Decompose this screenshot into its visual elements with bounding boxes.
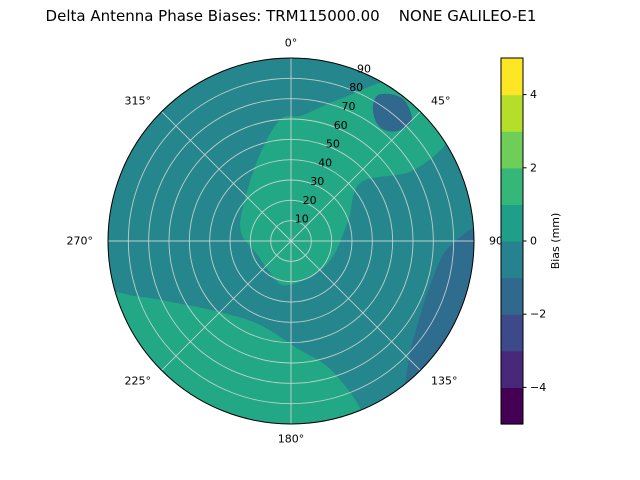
- r-tick-label: 80: [349, 81, 363, 94]
- contour-fills: [108, 58, 474, 424]
- theta-tick-label: 225°: [125, 375, 152, 388]
- polar-grid: [107, 57, 475, 425]
- theta-tick-label: 45°: [431, 95, 451, 108]
- theta-gridline: [290, 240, 421, 371]
- colorbar-tick-label: 0: [530, 235, 537, 248]
- colorbar-band: [501, 387, 523, 425]
- theta-tick-label: 270°: [67, 235, 94, 248]
- colorbar-axis-label: Bias (mm): [549, 213, 562, 270]
- colorbar-tick-label: −2: [530, 308, 546, 321]
- colorbar-band: [501, 58, 523, 96]
- colorbar-band: [501, 314, 523, 352]
- colorbar-tick-label: 4: [530, 88, 537, 101]
- r-tick-label: 60: [334, 119, 348, 132]
- r-tick-label: 20: [303, 194, 317, 207]
- colorbar-band: [501, 350, 523, 388]
- r-tick-label: 70: [342, 100, 356, 113]
- theta-gridline: [290, 111, 421, 242]
- theta-tick-label: 315°: [125, 95, 152, 108]
- r-tick-label: 50: [326, 138, 340, 151]
- r-tick-label: 90: [357, 62, 371, 75]
- axis-labels: 0°45°90°135°180°225°270°315°102030405060…: [67, 37, 509, 446]
- theta-gridline: [161, 111, 292, 242]
- polar-spine: [107, 57, 475, 425]
- colorbar-band: [501, 204, 523, 242]
- colorbar-band: [501, 167, 523, 205]
- r-tick-label: 10: [295, 213, 309, 226]
- theta-tick-label: 180°: [278, 433, 305, 446]
- colorbar-band: [501, 94, 523, 132]
- r-tick-label: 40: [318, 156, 332, 169]
- contour-region-bottom-lower-left-lobe: [108, 291, 365, 424]
- theta-gridline: [161, 240, 292, 371]
- colorbar-tick-label: 2: [530, 161, 537, 174]
- r-tick-label: 30: [310, 175, 324, 188]
- chart-title: Delta Antenna Phase Biases: TRM115000.00…: [45, 7, 537, 25]
- theta-tick-label: 135°: [431, 375, 458, 388]
- theta-tick-label: 0°: [285, 37, 298, 50]
- contour-region-center-upper-right-lobe: [240, 80, 452, 286]
- colorbar-tick-label: −4: [530, 381, 546, 394]
- colorbar-band: [501, 277, 523, 315]
- colorbar-band: [501, 241, 523, 279]
- colorbar: −4 −2 0 2 4: [500, 57, 546, 425]
- colorbar-band: [501, 131, 523, 169]
